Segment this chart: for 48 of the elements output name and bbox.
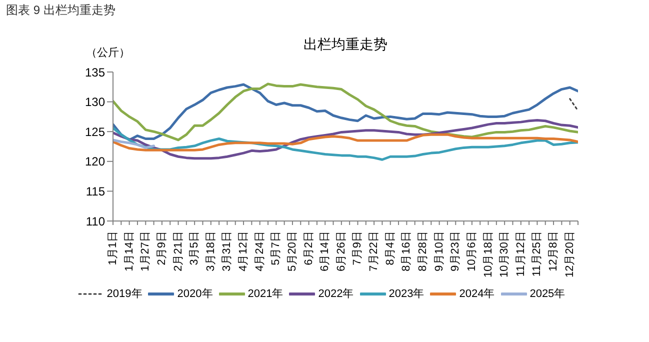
legend-label: 2022年	[318, 287, 354, 301]
x-tick-label: 3月18日	[204, 231, 217, 272]
x-tick-label: 9月23日	[450, 231, 462, 272]
x-tick-label: 6月2日	[302, 231, 315, 266]
legend-label: 2020年	[177, 287, 213, 301]
x-tick-label: 6月26日	[335, 231, 348, 272]
x-tick-label: 4月12日	[238, 231, 250, 272]
x-tick-label: 9月10日	[433, 231, 446, 272]
legend-label: 2024年	[459, 287, 495, 301]
x-tick-label: 1月14日	[123, 231, 136, 272]
x-tick-label: 7月9日	[352, 231, 364, 266]
x-tick-label: 6月14日	[319, 231, 332, 272]
x-tick-label: 8月4日	[384, 231, 396, 266]
y-tick-label: 115	[86, 184, 106, 198]
x-tick-label: 10月6日	[466, 231, 478, 272]
x-tick-label: 10月18日	[482, 231, 494, 278]
legend-label: 2019年	[106, 287, 142, 301]
x-tick-label: 8月16日	[400, 231, 413, 272]
text: 图表 9 出栏均重走势	[6, 2, 116, 19]
y-axis-title: （公斤）	[86, 46, 130, 60]
x-tick-label: 3月31日	[221, 231, 234, 272]
x-tick-label: 1月27日	[140, 231, 152, 272]
legend-label: 2025年	[530, 287, 566, 301]
x-tick-label: 5月20日	[286, 231, 298, 272]
line-series	[113, 133, 578, 152]
x-tick-label: 5月7日	[270, 231, 282, 266]
x-tick-label: 2月9日	[156, 231, 168, 266]
x-tick-label: 1月1日	[107, 231, 119, 266]
line-series	[113, 138, 156, 149]
y-tick-label: 110	[86, 214, 106, 228]
x-tick-label: 7月22日	[368, 231, 380, 272]
chart-title: 出栏均重走势	[304, 37, 388, 53]
x-tick-label: 12月8日	[548, 231, 560, 272]
legend-label: 2021年	[248, 287, 284, 301]
x-tick-label: 8月28日	[417, 231, 429, 272]
x-tick-label: 3月5日	[188, 231, 201, 266]
y-tick-label: 120	[84, 154, 106, 169]
x-tick-label: 12月20日	[564, 231, 576, 278]
y-tick-label: 130	[84, 95, 106, 110]
x-tick-label: 2月21日	[172, 231, 184, 272]
legend-label: 2023年	[388, 287, 424, 301]
x-tick-label: 11月12日	[514, 231, 527, 277]
y-tick-label: 125	[84, 124, 106, 139]
x-tick-label: 11月25日	[531, 231, 544, 277]
y-tick-label: 135	[84, 65, 106, 80]
x-tick-label: 10月30日	[498, 231, 511, 278]
line-series	[113, 119, 578, 160]
x-tick-label: 4月24日	[254, 231, 266, 272]
